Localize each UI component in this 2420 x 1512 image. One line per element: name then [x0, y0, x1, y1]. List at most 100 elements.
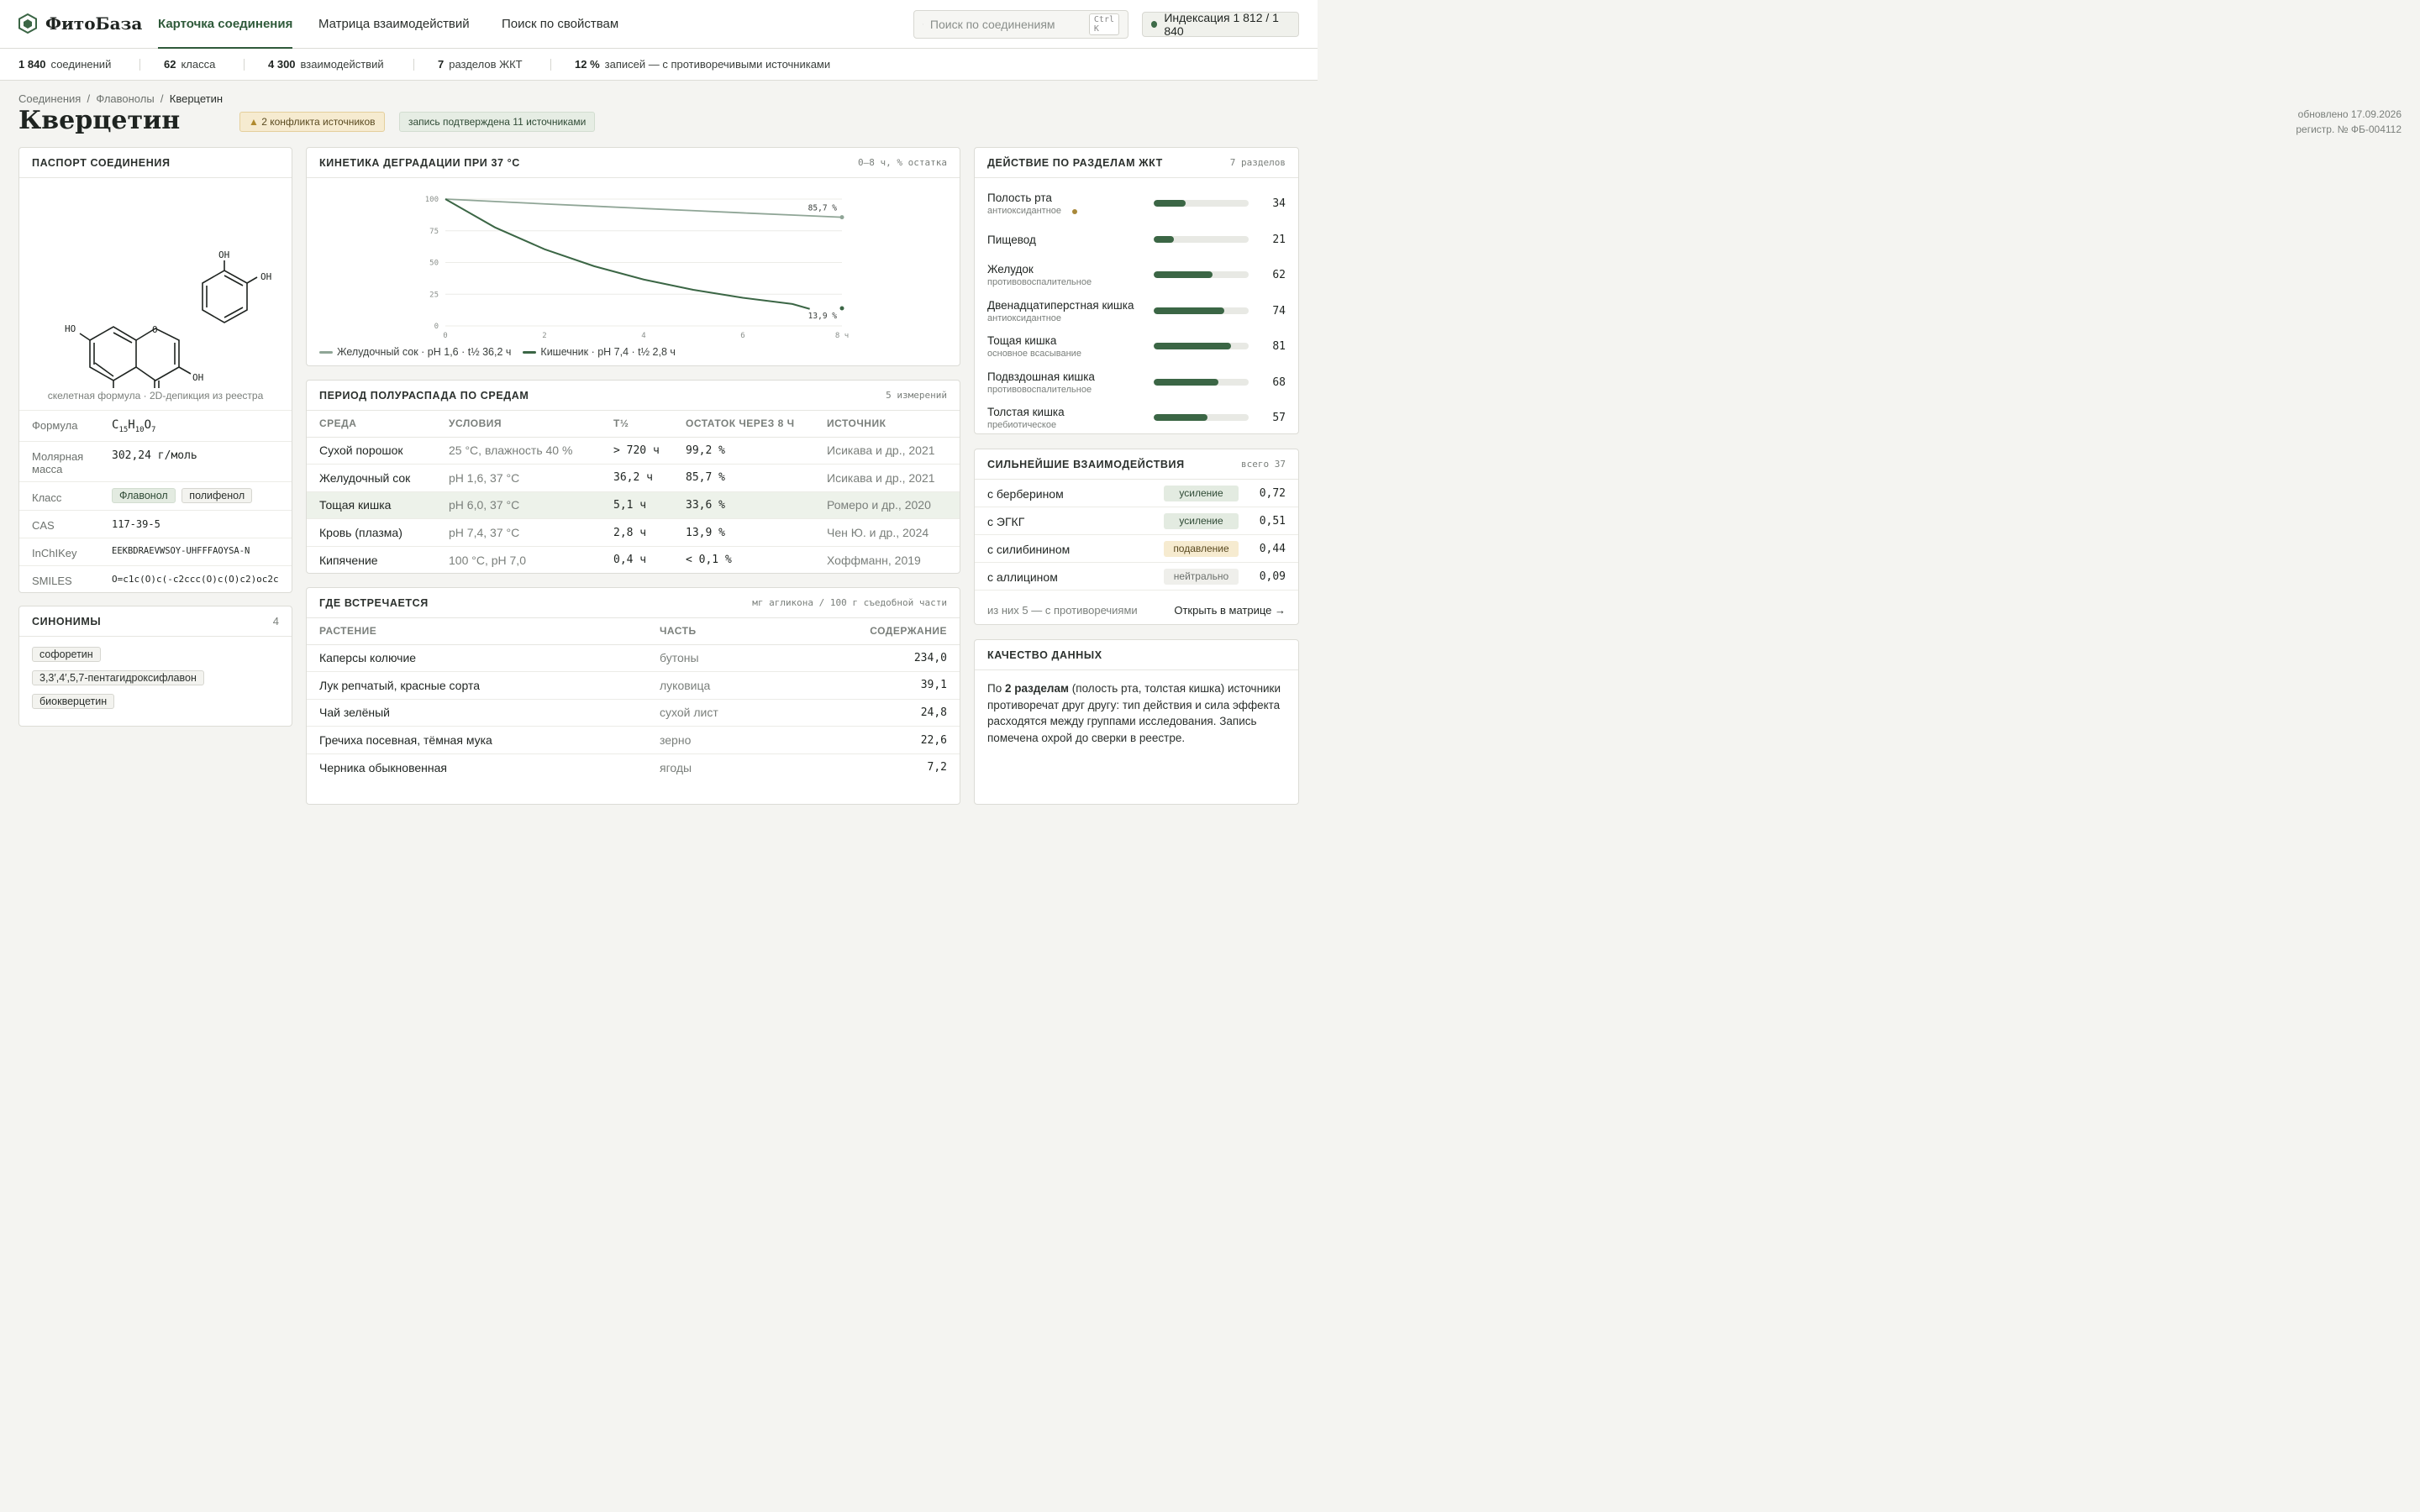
- series-line-gastric: [445, 198, 843, 218]
- smiles-value: O=c1c(O)c(-c2ccc(O)c(O)c2)oc2cc(O)cc(O)c…: [112, 574, 279, 585]
- tab-compound-card[interactable]: Карточка соединения: [158, 0, 293, 49]
- interaction-name: с аллицином: [987, 570, 1058, 584]
- gi-name: Полость рта: [987, 192, 1052, 204]
- x-tick-label: 0: [443, 332, 447, 340]
- interaction-row[interactable]: с берберином усиление 0,72: [975, 480, 1298, 507]
- synonym-chip[interactable]: биокверцетин: [32, 694, 115, 709]
- indexing-status: Индексация 1 812 / 1 840: [1142, 11, 1299, 38]
- gi-value: 21: [1272, 233, 1286, 246]
- gi-value: 81: [1272, 340, 1286, 353]
- synonyms-count: 4: [272, 615, 279, 627]
- col-content[interactable]: Содержание: [787, 618, 960, 645]
- interaction-name: с берберином: [987, 487, 1064, 501]
- table-row[interactable]: Сухой порошок 25 °C, влажность 40 % > 720 …: [307, 437, 960, 465]
- col-part[interactable]: Часть: [647, 618, 788, 645]
- chart-legend: Желудочный сок · pH 1,6 · t½ 36,2 ч Кише…: [319, 346, 676, 358]
- conflict-badge[interactable]: ▲ 2 конфликта источников: [239, 112, 385, 132]
- col-medium[interactable]: Среда: [307, 411, 436, 438]
- end-label-intestine: 13,9 %: [808, 312, 838, 321]
- y-tick-label: 100: [425, 196, 439, 204]
- gi-bar-fill: [1154, 235, 1174, 243]
- table-row[interactable]: Чай зелёный сухой лист 24,8: [307, 699, 960, 727]
- gi-row[interactable]: Пищевод 21: [975, 221, 1298, 257]
- gi-bar-fill: [1154, 271, 1213, 278]
- gi-name: Пищевод: [987, 233, 1036, 246]
- row-cas: CAS 117-39-5: [19, 510, 292, 538]
- end-label-gastric: 85,7 %: [808, 204, 838, 213]
- cas-value: 117-39-5: [112, 518, 160, 530]
- table-row[interactable]: Желудочный сок pH 1,6, 37 °C 36,2 ч 85,7 % И…: [307, 464, 960, 492]
- class-chip-flavonol[interactable]: Флавонол: [112, 488, 176, 503]
- y-tick-label: 0: [434, 323, 439, 331]
- table-row-selected[interactable]: Тощая кишка pH 6,0, 37 °C 5,1 ч 33,6 % Ромер…: [307, 491, 960, 520]
- tab-interaction-matrix[interactable]: Матрица взаимодействий: [318, 17, 470, 31]
- col-halflife[interactable]: T½: [601, 411, 673, 438]
- table-row[interactable]: Каперсы колючие бутоны 234,0: [307, 644, 960, 673]
- interactions-footnote: из них 5 — с противоречиями: [987, 604, 1138, 617]
- table-row[interactable]: Гречиха посевная, тёмная мука зерно 22,6: [307, 726, 960, 754]
- occurrence-panel: Где встречается мг агликона / 100 г съед…: [306, 587, 960, 805]
- table-row[interactable]: Черника обыкновенная ягоды 7,2: [319, 760, 947, 774]
- table-row[interactable]: Лук репчатый, красные сорта луковица 39,1: [307, 671, 960, 700]
- breadcrumb-compounds[interactable]: Соединения: [18, 92, 82, 105]
- row-inchikey: InChIKey EEKBDRAEVWSOY-UHFFFAOYSA-N: [19, 538, 292, 565]
- interaction-name: с ЭГКГ: [987, 515, 1025, 528]
- table-row[interactable]: Кипячение 100 °C, pH 7,0 0,4 ч < 0,1 % Хоффм…: [319, 553, 921, 567]
- gi-bar-fill: [1154, 343, 1231, 349]
- search-box[interactable]: Ctrl K: [913, 10, 1128, 39]
- synonym-chip[interactable]: софоретин: [32, 647, 101, 662]
- col-source[interactable]: Источник: [814, 411, 960, 438]
- row-smiles: SMILES O=c1c(O)c(-c2ccc(O)c(O)c2)oc2cc(O…: [19, 565, 292, 592]
- quality-panel: Качество данных По 2 разделам (полость р…: [974, 639, 1299, 805]
- col-remaining[interactable]: Остаток через 8 ч: [673, 411, 814, 438]
- gi-bar-fill: [1154, 414, 1208, 421]
- interaction-row[interactable]: с силибинином подавление 0,44: [975, 535, 1298, 563]
- gi-bar: [1154, 235, 1249, 243]
- synonym-chip[interactable]: 3,3′,4′,5,7-пентагидроксифлавон: [32, 670, 204, 685]
- gi-sub: пребиотическое: [987, 420, 1057, 430]
- legend-gastric[interactable]: Желудочный сок · pH 1,6 · t½ 36,2 ч: [319, 346, 511, 358]
- gi-name: Двенадцатиперстная кишка: [987, 298, 1134, 312]
- interaction-score: 0,51: [1259, 515, 1286, 528]
- hexagon-logo-icon: [18, 13, 37, 34]
- gi-row[interactable]: Подвздошная кишка противовоспалительное 68: [975, 364, 1298, 400]
- gi-value: 62: [1272, 269, 1286, 281]
- interaction-row[interactable]: с аллицином нейтрально 0,09: [975, 563, 1298, 591]
- search-input[interactable]: [929, 18, 1082, 31]
- series-endpoint-gastric: [839, 215, 844, 220]
- y-tick-label: 50: [429, 260, 439, 268]
- table-row[interactable]: Кровь (плазма) pH 7,4, 37 °C 2,8 ч 13,9 % Че…: [307, 518, 960, 547]
- gi-row[interactable]: Толстая кишка пребиотическое 57: [975, 399, 1298, 433]
- gi-row[interactable]: Двенадцатиперстная кишка антиоксидантное 7…: [975, 292, 1298, 328]
- class-chip-polyphenol[interactable]: полифенол: [182, 488, 253, 503]
- gi-name: Толстая кишка: [987, 406, 1065, 418]
- col-conditions[interactable]: Условия: [436, 411, 601, 438]
- gi-row[interactable]: Желудок противовоспалительное 62: [975, 256, 1298, 292]
- structure-label-ho: HO: [65, 323, 76, 334]
- gi-row[interactable]: Полость рта антиоксидантное 34: [975, 185, 1298, 221]
- gi-bar-fill: [1154, 200, 1186, 207]
- halflife-title: Период полураспада по средам: [319, 389, 529, 402]
- col-plant[interactable]: Растение: [307, 618, 647, 645]
- interaction-score: 0,44: [1259, 543, 1286, 555]
- kinetics-chart: 0 25 50 75 100 0 2 4 6 8 ч 85,7 % 13,9 %: [425, 196, 849, 340]
- x-tick-label: 8 ч: [835, 332, 849, 340]
- logo[interactable]: ФитоБаза: [18, 13, 142, 34]
- gi-row[interactable]: Тощая кишка основное всасывание 81: [975, 328, 1298, 364]
- open-matrix-link[interactable]: Открыть в матрице →: [1174, 604, 1286, 617]
- gi-name: Тощая кишка: [987, 334, 1057, 347]
- record-meta: обновлено 17.09.2026 регистр. № ФБ-00411…: [2296, 107, 2402, 137]
- structure-label-oh: OH: [260, 271, 271, 282]
- stat-compounds: 1 840 соединений: [18, 58, 112, 71]
- gi-name: Подвздошная кишка: [987, 370, 1095, 383]
- tab-property-search[interactable]: Поиск по свойствам: [502, 17, 619, 31]
- breadcrumb-flavonols[interactable]: Флавонолы: [96, 92, 155, 105]
- gi-list: Полость рта антиоксидантное 34 Пищевод 21 Жел…: [975, 178, 1298, 433]
- stats-bar: 1 840 соединений 62 класса 4 300 взаимодейс…: [0, 49, 1318, 81]
- gi-value: 74: [1272, 304, 1286, 318]
- interaction-row[interactable]: с ЭГКГ усиление 0,51: [975, 507, 1298, 535]
- legend-intestine[interactable]: Кишечник · pH 7,4 · t½ 2,8 ч: [523, 346, 676, 358]
- gi-value: 57: [1272, 412, 1286, 424]
- confirmed-badge: запись подтверждена 11 источниками: [399, 112, 596, 132]
- app-name: ФитоБаза: [45, 13, 143, 34]
